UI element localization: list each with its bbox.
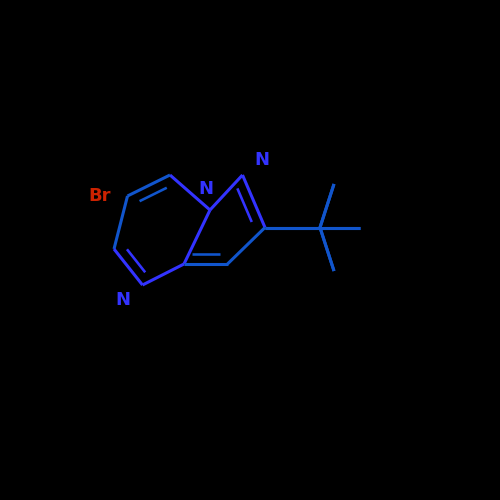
Text: N: N (115, 291, 130, 309)
Text: N: N (198, 180, 214, 198)
Text: N: N (254, 151, 269, 169)
Text: Br: Br (89, 187, 111, 205)
